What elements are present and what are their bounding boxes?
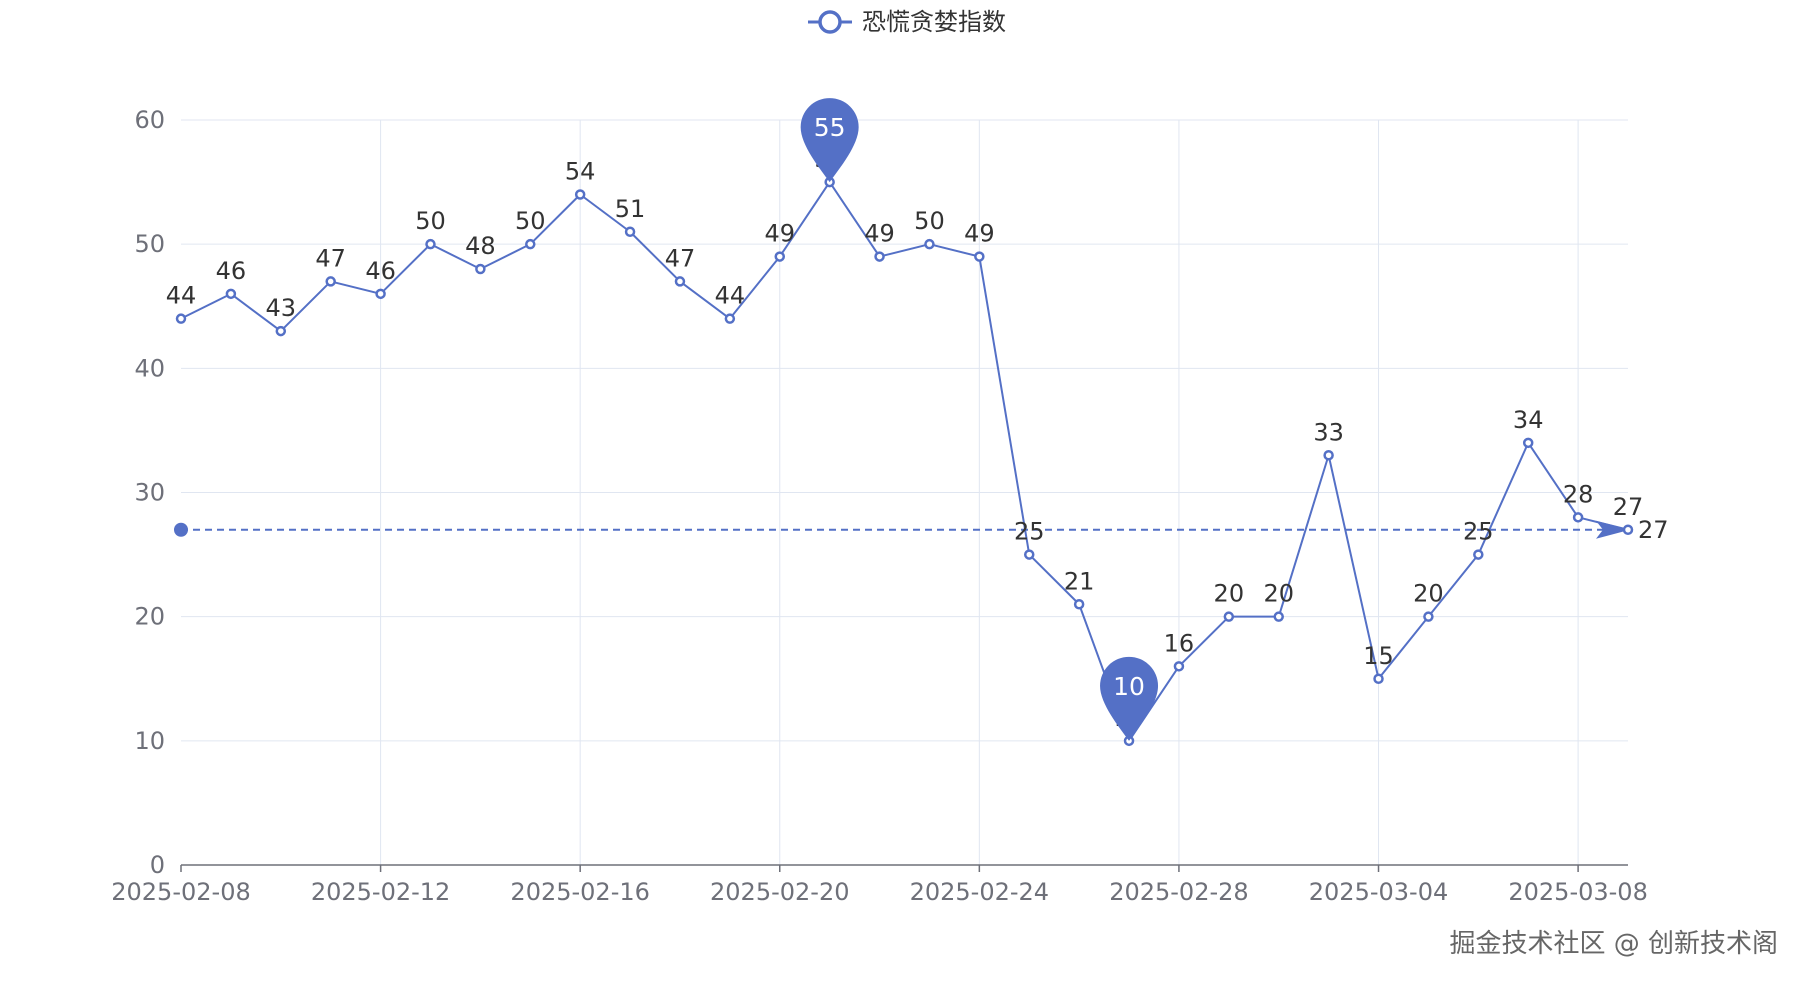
- axes: 0 10 20 30 40 50 60 2025-02-08 2025-02-12 2025-02…: [111, 106, 1648, 906]
- mark-line-start-dot: [174, 522, 188, 537]
- x-tick-label: 2025-02-20: [710, 878, 849, 906]
- data-label: 34: [1513, 406, 1544, 434]
- x-tick-label: 2025-03-04: [1309, 878, 1448, 906]
- data-point: [674, 276, 686, 287]
- data-point: [924, 238, 935, 250]
- data-point: [1522, 437, 1534, 449]
- data-point: [375, 288, 386, 300]
- series-fear-greed: [175, 176, 1634, 747]
- x-tick-label: 2025-02-28: [1109, 878, 1248, 906]
- series-line: [180, 181, 1629, 742]
- data-point: [175, 313, 187, 324]
- mark-point-label: 10: [1113, 672, 1145, 701]
- data-point: [1273, 611, 1284, 622]
- data-point: [624, 226, 636, 237]
- data-label: 44: [715, 282, 746, 310]
- data-label: 49: [964, 220, 995, 248]
- data-label: 16: [1164, 629, 1195, 657]
- max-mark-pin: [800, 98, 859, 183]
- average-mark-line: 27: [174, 516, 1669, 544]
- y-tick-label: 40: [134, 354, 165, 382]
- mark-point-label: 55: [814, 113, 846, 142]
- y-tick-label: 30: [134, 479, 165, 507]
- data-point: [574, 189, 586, 200]
- data-point: [724, 313, 736, 324]
- data-point: [874, 251, 885, 262]
- data-point: [325, 276, 336, 287]
- x-tick-label: 2025-02-12: [311, 878, 450, 906]
- data-label: 28: [1563, 480, 1594, 508]
- data-label: 27: [1613, 493, 1644, 521]
- data-point: [1023, 549, 1035, 560]
- y-tick-label: 10: [134, 727, 165, 755]
- data-label: 47: [665, 244, 696, 272]
- data-label: 33: [1313, 418, 1344, 446]
- grid-lines: [181, 119, 1628, 865]
- data-point: [275, 325, 287, 337]
- data-labels: 4446434746504850545147444955495049252110…: [166, 145, 1644, 732]
- data-label: 54: [565, 158, 596, 186]
- data-label: 46: [365, 257, 396, 285]
- min-mark-pin: [1100, 656, 1159, 741]
- data-label: 25: [1463, 518, 1494, 546]
- data-label: 43: [266, 294, 297, 322]
- x-tick-label: 2025-02-08: [111, 878, 250, 906]
- data-label: 49: [764, 220, 795, 248]
- data-label: 50: [515, 207, 546, 235]
- legend-marker-icon: [818, 10, 842, 34]
- data-label: 46: [216, 257, 247, 285]
- data-label: 15: [1363, 642, 1394, 670]
- data-label: 44: [166, 282, 197, 310]
- data-label: 20: [1214, 580, 1245, 608]
- data-label: 47: [315, 244, 346, 272]
- data-label: 48: [465, 232, 496, 260]
- data-point: [1473, 549, 1484, 560]
- legend-label: 恐慌贪婪指数: [862, 8, 1006, 36]
- data-point: [475, 263, 486, 275]
- data-point: [525, 238, 536, 250]
- y-tick-label: 0: [150, 851, 165, 879]
- data-label: 25: [1014, 518, 1045, 546]
- data-point: [1572, 512, 1584, 523]
- data-label: 20: [1263, 580, 1294, 608]
- mark-points: 55 10: [800, 98, 1159, 741]
- x-tick-label: 2025-03-08: [1508, 878, 1647, 906]
- data-point: [225, 288, 237, 300]
- data-point: [974, 251, 985, 262]
- data-label: 49: [864, 220, 895, 248]
- x-tick-label: 2025-02-16: [510, 878, 649, 906]
- data-point: [1323, 450, 1334, 461]
- data-point: [1423, 611, 1434, 622]
- data-label: 21: [1064, 567, 1095, 595]
- y-tick-label: 50: [134, 230, 165, 258]
- mark-line-label: 27: [1638, 516, 1669, 544]
- data-label: 50: [914, 207, 945, 235]
- data-label: 50: [415, 207, 446, 235]
- legend[interactable]: 恐慌贪婪指数: [808, 8, 1006, 36]
- data-point: [1223, 611, 1235, 622]
- data-point: [425, 238, 436, 250]
- data-label: 51: [615, 195, 646, 223]
- watermark: 掘金技术社区 @ 创新技术阁: [1449, 929, 1778, 959]
- data-point: [774, 251, 786, 262]
- y-tick-label: 60: [134, 106, 165, 134]
- data-point: [1622, 524, 1634, 535]
- data-label: 20: [1413, 580, 1444, 608]
- data-point: [1073, 599, 1085, 610]
- data-point: [1173, 661, 1185, 672]
- mark-line-end-arrow: [1596, 520, 1630, 539]
- data-point: [1373, 673, 1384, 684]
- y-tick-label: 20: [134, 603, 165, 631]
- x-tick-label: 2025-02-24: [910, 878, 1049, 906]
